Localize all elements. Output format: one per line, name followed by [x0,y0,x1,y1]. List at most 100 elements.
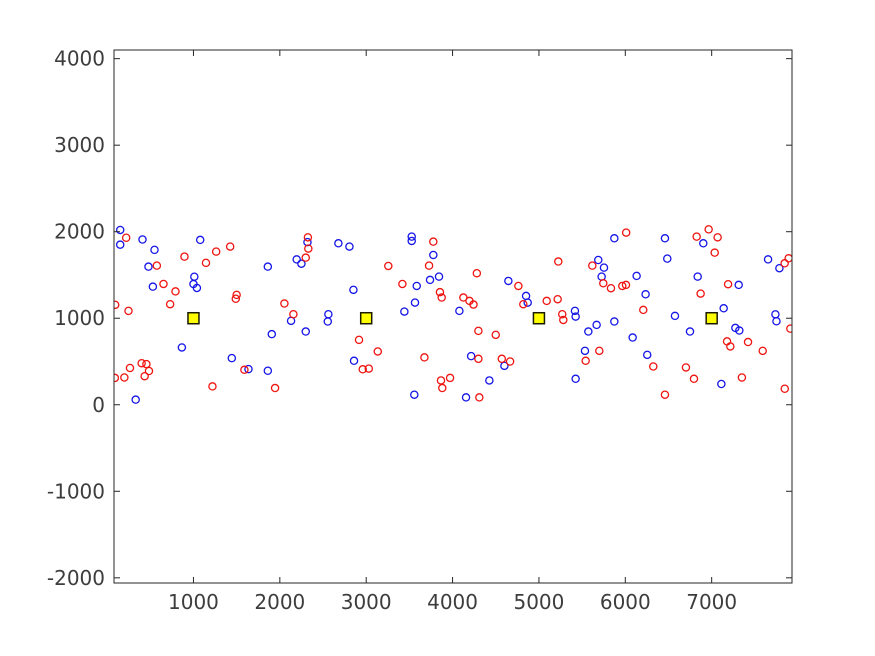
data-point-blue-samples [599,263,609,272]
data-point-blue-samples [345,242,354,251]
data-point-red-samples [780,384,789,393]
y-tick-label: 1000 [54,306,105,330]
data-point-red-samples [445,373,455,383]
data-point-red-samples [201,258,211,268]
data-point-red-samples [437,293,446,302]
data-point-blue-samples [263,366,273,376]
data-point-blue-samples [131,395,140,404]
data-point-red-samples [469,300,478,309]
data-point-blue-samples [244,364,253,374]
data-point-red-samples [114,373,120,383]
data-point-red-samples [125,363,135,373]
data-point-blue-samples [594,255,603,265]
data-point-blue-samples [570,306,580,316]
data-point-blue-samples [195,235,205,245]
x-tick-label: 6000 [600,590,651,614]
data-point-blue-samples [670,311,680,321]
data-point-red-samples [303,233,313,242]
data-point-blue-samples [660,234,670,243]
data-point-red-samples [505,357,515,366]
data-point-blue-samples [717,379,726,389]
data-point-blue-samples [693,272,702,281]
data-point-blue-samples [407,232,416,241]
data-point-blue-samples [610,317,619,326]
data-point-red-samples [595,346,604,356]
data-point-blue-samples [485,376,494,385]
data-point-red-samples [758,346,767,356]
data-point-red-samples [786,324,792,333]
x-tick-label: 2000 [254,590,305,614]
data-point-red-samples [358,365,367,374]
data-point-red-samples [542,296,551,306]
data-point-red-samples [474,326,483,336]
x-tick-label: 1000 [168,590,219,614]
data-point-red-samples [364,364,374,373]
cluster-center-marker [187,311,200,325]
data-point-red-samples [211,247,221,256]
data-point-blue-samples [148,282,158,291]
data-point-blue-samples [592,320,601,330]
data-point-blue-samples [192,283,202,293]
y-tick-label: 0 [92,393,105,417]
data-point-red-samples [618,281,627,291]
data-point-blue-samples [292,255,301,264]
data-point-blue-samples [301,327,310,336]
data-point-blue-samples [772,317,781,326]
data-point-red-samples [743,337,753,347]
data-point-blue-samples [407,236,416,246]
x-tick-label: 5000 [513,590,564,614]
data-point-red-samples [120,373,129,382]
data-points-layer [114,225,792,404]
data-point-red-samples [514,281,523,291]
data-point-blue-samples [115,225,125,235]
data-point-red-samples [519,299,528,309]
data-point-blue-samples [610,234,619,243]
data-point-blue-samples [267,329,277,339]
data-point-red-samples [289,310,298,319]
data-point-blue-samples [349,285,358,295]
data-point-blue-samples [663,254,672,263]
data-point-red-samples [435,287,445,297]
data-point-red-samples [475,393,484,402]
data-point-red-samples [240,365,249,375]
data-point-red-samples [737,373,747,382]
data-point-blue-samples [584,327,593,336]
data-point-blue-samples [735,326,744,335]
data-point-red-samples [301,253,310,262]
data-point-blue-samples [734,280,743,290]
data-point-blue-samples [425,275,435,285]
data-point-red-samples [208,382,217,391]
data-point-blue-samples [466,351,476,361]
data-point-blue-samples [297,259,306,268]
data-point-blue-samples [628,333,637,342]
x-tick-label: 7000 [686,590,737,614]
data-point-blue-samples [410,390,419,399]
data-point-red-samples [696,289,705,298]
data-point-blue-samples [775,263,784,273]
data-point-blue-samples [461,393,471,402]
data-point-red-samples [784,254,792,263]
data-point-red-samples [152,261,162,270]
data-point-red-samples [649,362,658,371]
y-tick-label: 4000 [54,47,105,71]
data-point-blue-samples [455,306,464,316]
data-point-red-samples [497,354,507,364]
data-point-blue-samples [138,235,147,244]
data-point-red-samples [137,358,146,368]
cluster-center-marker [359,311,373,325]
data-point-red-samples [588,261,597,270]
data-point-red-samples [231,294,241,304]
data-point-blue-samples [580,346,590,356]
data-point-blue-samples [719,304,728,313]
x-tick-label: 4000 [427,590,478,614]
y-tick-label: -1000 [47,479,105,503]
data-point-red-samples [581,356,590,366]
data-point-red-samples [621,280,631,290]
data-point-red-samples [491,330,501,340]
data-point-red-samples [114,300,120,310]
data-point-blue-samples [412,281,421,291]
data-point-red-samples [472,268,482,278]
data-point-red-samples [660,390,670,399]
